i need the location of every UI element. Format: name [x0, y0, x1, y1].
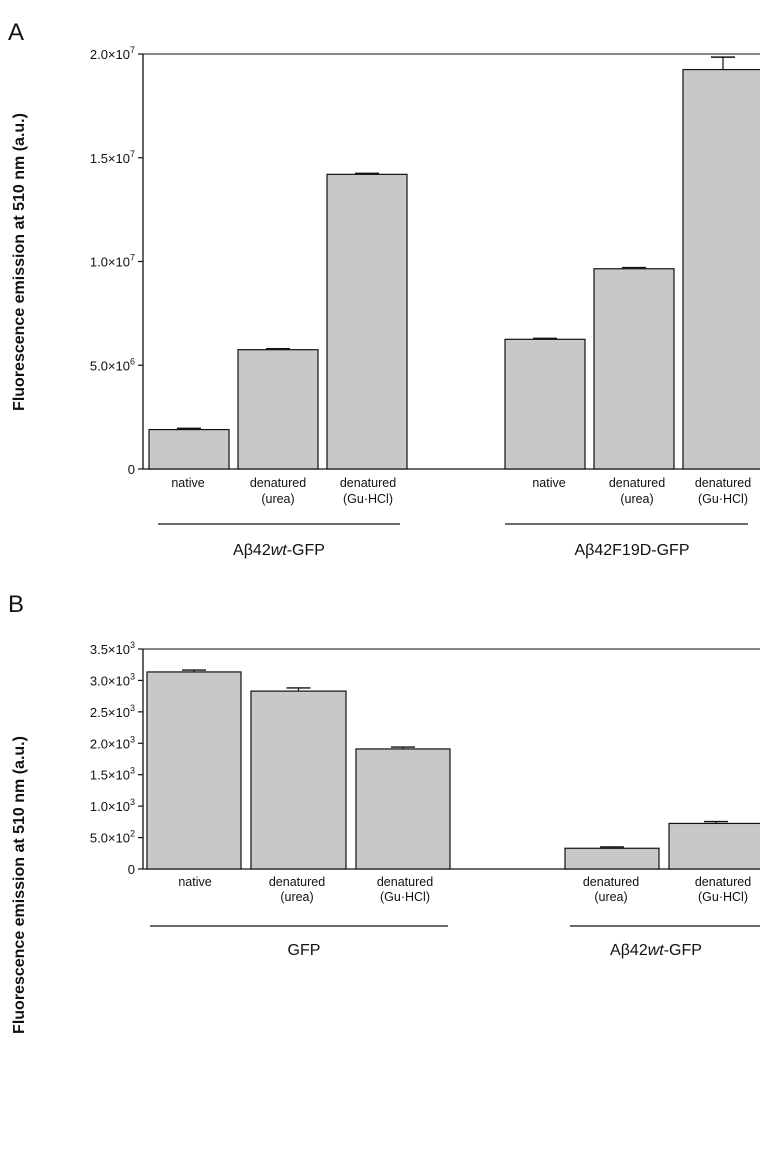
bar-category-label: (Gu·HCl) [343, 492, 393, 506]
group-label: Aβ42F19D-GFP [574, 542, 689, 559]
panel-a-y-tick-label: 1.0×107 [90, 253, 135, 270]
bar [146, 671, 242, 870]
bar-category-label: denatured [250, 476, 306, 490]
bar-category-label: (urea) [620, 492, 653, 506]
bar [564, 847, 660, 870]
bar-category-label: (urea) [594, 890, 627, 904]
panel-b-y-tick-label: 0 [128, 862, 135, 877]
panel-b-y-tick-label: 5.0×102 [90, 829, 135, 846]
panel-a-y-tick-label: 0 [128, 462, 135, 477]
panel-b-y-tick-label: 3.0×103 [90, 671, 135, 688]
group-label: Aβ42wt-GFP [233, 542, 325, 559]
bar-category-label: denatured [269, 875, 325, 889]
panel-b-y-tick-label: 3.5×103 [90, 640, 135, 657]
bar-category-label: (Gu·HCl) [380, 890, 430, 904]
panel-a-plot: 0 5.0×106 1.0×107 1.5×107 2.0×107 native denat… [90, 45, 760, 559]
bar-category-label: denatured [377, 875, 433, 889]
bar [593, 268, 675, 470]
bar [682, 68, 760, 470]
panel-a-y-tick-label: 2.0×107 [90, 45, 135, 62]
bar [355, 748, 451, 870]
panel-a: A Fluorescence emission at 510 nm (a.u.)… [8, 19, 760, 559]
bar-category-label: denatured [609, 476, 665, 490]
panel-b: B Fluorescence emission at 510 nm (a.u.)… [8, 591, 760, 1034]
bar [668, 822, 760, 870]
bar [326, 173, 408, 470]
panel-b-y-tick-label: 2.5×103 [90, 703, 135, 720]
panel-a-y-axis-label: Fluorescence emission at 510 nm (a.u.) [11, 113, 28, 411]
bar-category-label: (urea) [280, 890, 313, 904]
panel-b-y-tick-label: 1.5×103 [90, 766, 135, 783]
bar-category-label: (Gu·HCl) [698, 890, 748, 904]
group-label: Aβ42wt-GFP [610, 942, 702, 959]
bar [148, 428, 230, 470]
bar-category-label: denatured [583, 875, 639, 889]
panel-b-y-tick-label: 2.0×103 [90, 734, 135, 751]
panel-b-y-axis-label: Fluorescence emission at 510 nm (a.u.) [11, 736, 28, 1034]
bar-category-label: denatured [695, 476, 751, 490]
bar-category-label: denatured [695, 875, 751, 889]
bar-category-label: (urea) [261, 492, 294, 506]
bar-category-label: native [178, 875, 211, 889]
panel-a-y-tick-label: 5.0×106 [90, 356, 135, 373]
bar-category-label: denatured [340, 476, 396, 490]
panel-b-y-tick-label: 1.0×103 [90, 797, 135, 814]
group-label: GFP [288, 942, 321, 959]
panel-a-label: A [8, 19, 24, 46]
bar [250, 690, 347, 870]
bar-category-label: native [532, 476, 565, 490]
panel-a-y-tick-label: 1.5×107 [90, 149, 135, 166]
panel-b-plot: 0 5.0×102 1.0×103 1.5×103 2.0×103 2.5×103 3.0×… [90, 640, 760, 959]
bar [237, 349, 319, 470]
bar-category-label: native [171, 476, 204, 490]
bar [504, 338, 586, 470]
bar-category-label: (Gu·HCl) [698, 492, 748, 506]
panel-b-label: B [8, 591, 24, 618]
